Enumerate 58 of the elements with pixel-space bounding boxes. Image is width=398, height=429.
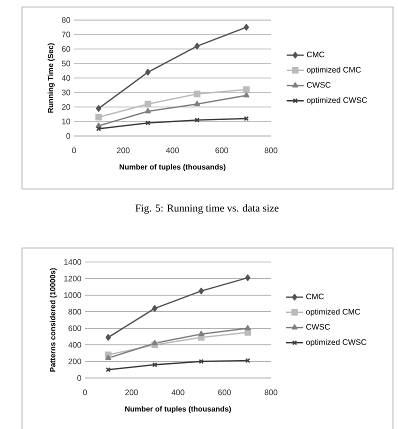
legend-label: CMC (306, 294, 324, 300)
x-tick-label: 400 (166, 148, 179, 154)
x-tick-label: 600 (218, 390, 231, 396)
point (95, 114, 102, 120)
x-tick-label: 200 (116, 148, 130, 154)
point (198, 330, 204, 336)
point (243, 92, 250, 98)
y-tick-label: 1200 (64, 276, 82, 282)
point (243, 86, 250, 93)
point (145, 68, 151, 76)
point (194, 90, 200, 98)
point (194, 118, 200, 123)
y-tick-label: 20 (62, 104, 70, 110)
point (145, 120, 150, 126)
x-tick-label: 800 (264, 390, 278, 396)
x-tick-label: 200 (125, 390, 138, 396)
y-tick-label: 80 (62, 17, 70, 23)
legend-label: CMC (306, 52, 324, 58)
y-tick-label: 50 (62, 60, 70, 66)
point (194, 42, 200, 50)
y-tick-label: 0 (66, 133, 70, 139)
point (152, 362, 158, 368)
point (198, 288, 204, 294)
legend-label: optimized CWSC (306, 97, 368, 105)
y-tick-label: 400 (68, 342, 82, 348)
y-tick-label: 200 (68, 358, 82, 364)
legend-label: CWSC (306, 82, 331, 88)
x-tick-label: 800 (264, 148, 278, 154)
x-tick-label: 0 (83, 390, 87, 396)
point (152, 340, 158, 346)
y-tick-label: 1400 (64, 259, 82, 265)
point (198, 358, 204, 364)
x-tick-label: 400 (172, 390, 184, 396)
point (144, 108, 151, 114)
y-tick-label: 30 (62, 90, 70, 96)
point (105, 354, 112, 360)
point (244, 24, 250, 31)
point (106, 334, 111, 341)
legend-label: CWSC (306, 324, 330, 330)
legend-label: optimized CMC (306, 308, 360, 316)
y-tick-label: 600 (68, 325, 82, 332)
y-tick-label: 1000 (64, 292, 82, 298)
legend-label: optimized CMC (306, 66, 361, 74)
point (244, 324, 251, 330)
y-tick-label: 800 (68, 308, 82, 315)
y-tick-label: 60 (62, 46, 70, 52)
x-tick-label: 600 (215, 148, 228, 154)
point (194, 100, 200, 106)
y-tick-label: 70 (62, 32, 70, 38)
point (144, 100, 152, 108)
point (152, 305, 158, 312)
y-tick-label: 40 (62, 75, 70, 81)
y-tick-label: 10 (62, 118, 70, 124)
y-tick-label: 0 (77, 375, 82, 381)
point (96, 105, 102, 112)
point (245, 274, 250, 282)
legend-label: optimized CWSC (306, 339, 366, 347)
caption: Fig. 5: Running time vs. data size (135, 204, 279, 214)
